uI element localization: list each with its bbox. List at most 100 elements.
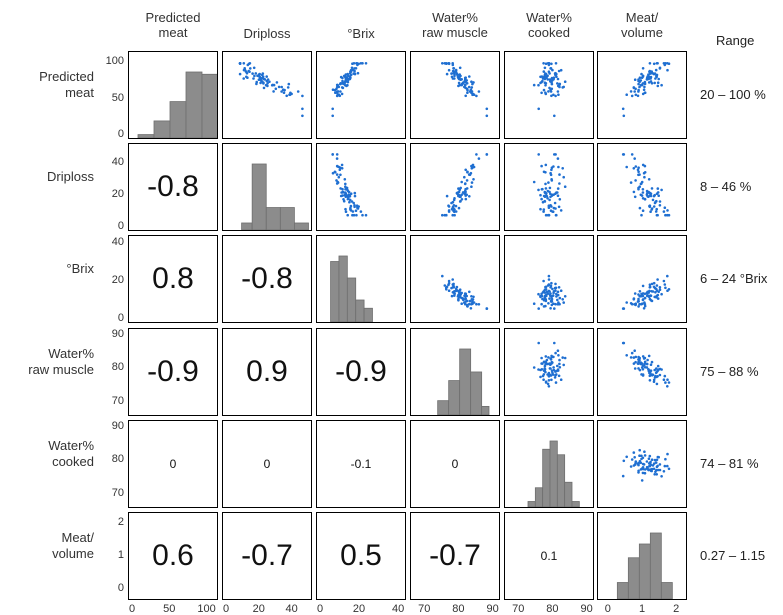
scatter-point — [648, 289, 651, 293]
scatter-point — [464, 300, 467, 304]
scatter-point — [559, 289, 563, 293]
scatter-point — [465, 193, 468, 197]
scatter-point — [465, 295, 468, 298]
scatter-point — [556, 294, 560, 297]
range-value: 6 – 24 °Brix — [700, 271, 768, 287]
scatter-point — [340, 82, 343, 85]
scatter-point — [559, 209, 563, 212]
histogram-bar — [627, 557, 640, 599]
scatter-point — [645, 193, 649, 197]
scatter-point — [458, 188, 462, 191]
scatter-point — [656, 191, 660, 194]
scatter-point — [641, 471, 645, 474]
scatter-point — [445, 194, 449, 198]
scatter-point — [485, 307, 489, 311]
correlation-panel: 0 — [410, 419, 500, 508]
scatter-point — [550, 87, 554, 91]
scatter-point — [625, 455, 628, 458]
correlation-panel: -0.8 — [128, 143, 218, 232]
scatter-point — [542, 208, 546, 211]
scatter-point — [554, 351, 557, 354]
scatter-point — [648, 62, 652, 65]
scatter-panel — [222, 51, 312, 139]
scatter-point — [553, 307, 556, 311]
correlation-value: 0.1 — [540, 549, 558, 563]
scatter-point — [633, 90, 636, 93]
scatter-point — [622, 341, 626, 344]
scatter-point — [551, 210, 554, 213]
y-tick-label: 40 — [111, 236, 124, 249]
scatter-point — [339, 173, 342, 177]
scatter-point — [547, 283, 551, 287]
histogram-bar — [279, 207, 295, 231]
scatter-point — [274, 87, 278, 91]
scatter-point — [457, 291, 461, 295]
scatter-point — [641, 188, 645, 191]
scatter-point — [558, 85, 561, 89]
histogram-bar — [542, 448, 551, 507]
scatter-point — [629, 90, 633, 93]
scatter-point — [451, 77, 455, 80]
scatter-point — [470, 167, 474, 170]
scatter-point — [625, 93, 628, 96]
scatter-point — [555, 369, 558, 372]
scatter-point — [650, 360, 654, 363]
scatter-point — [252, 66, 256, 70]
scatter-point — [557, 205, 561, 209]
scatter-point — [638, 76, 642, 79]
scatter-point — [634, 165, 638, 168]
scatter-point — [262, 86, 266, 90]
histogram-bar — [556, 454, 566, 507]
scatter-point — [452, 72, 456, 75]
scatter-point — [454, 204, 458, 208]
scatter-point — [544, 305, 547, 308]
scatter-point — [259, 81, 262, 85]
scatter-panel — [316, 143, 406, 232]
scatter-point — [344, 185, 347, 189]
scatter-point — [657, 194, 660, 198]
scatter-point — [663, 464, 667, 468]
scatter-point — [248, 70, 251, 73]
scatter-point — [462, 82, 465, 85]
scatter-point — [364, 62, 368, 65]
scatter-point — [544, 84, 547, 87]
scatter-point — [658, 66, 662, 70]
scatter-point — [550, 178, 553, 181]
scatter-point — [638, 448, 641, 452]
scatter-point — [457, 81, 461, 85]
scatter-point — [454, 70, 458, 73]
y-tick-label: 0 — [117, 312, 124, 325]
scatter-point — [633, 195, 637, 199]
scatter-point — [349, 204, 353, 208]
scatter-point — [653, 458, 657, 462]
histogram-bar — [265, 207, 281, 231]
histogram-panel — [222, 143, 312, 232]
scatter-point — [641, 191, 645, 194]
correlation-panel: 0.5 — [316, 512, 406, 600]
scatter-point — [466, 91, 469, 94]
scatter-point — [543, 200, 546, 203]
scatter-point — [543, 291, 547, 295]
scatter-point — [354, 209, 358, 213]
scatter-point — [549, 357, 553, 361]
scatter-point — [464, 303, 467, 306]
scatter-point — [658, 373, 662, 376]
scatter-point — [622, 307, 626, 311]
scatter-point — [651, 198, 655, 202]
scatter-point — [648, 204, 651, 208]
scatter-point — [630, 94, 634, 98]
scatter-point — [639, 79, 643, 82]
scatter-point — [335, 157, 339, 161]
scatter-point — [547, 204, 551, 208]
scatter-matrix-figure: Predicted meat Driploss °Brix Water% raw musc… — [28, 10, 768, 615]
scatter-point — [347, 74, 350, 78]
scatter-point — [457, 295, 461, 299]
scatter-point — [662, 280, 666, 283]
scatter-point — [548, 86, 551, 90]
scatter-point — [556, 157, 560, 161]
scatter-point — [660, 367, 663, 371]
scatter-point — [630, 351, 634, 354]
scatter-point — [464, 94, 467, 98]
scatter-point — [658, 288, 662, 292]
scatter-point — [548, 297, 551, 301]
